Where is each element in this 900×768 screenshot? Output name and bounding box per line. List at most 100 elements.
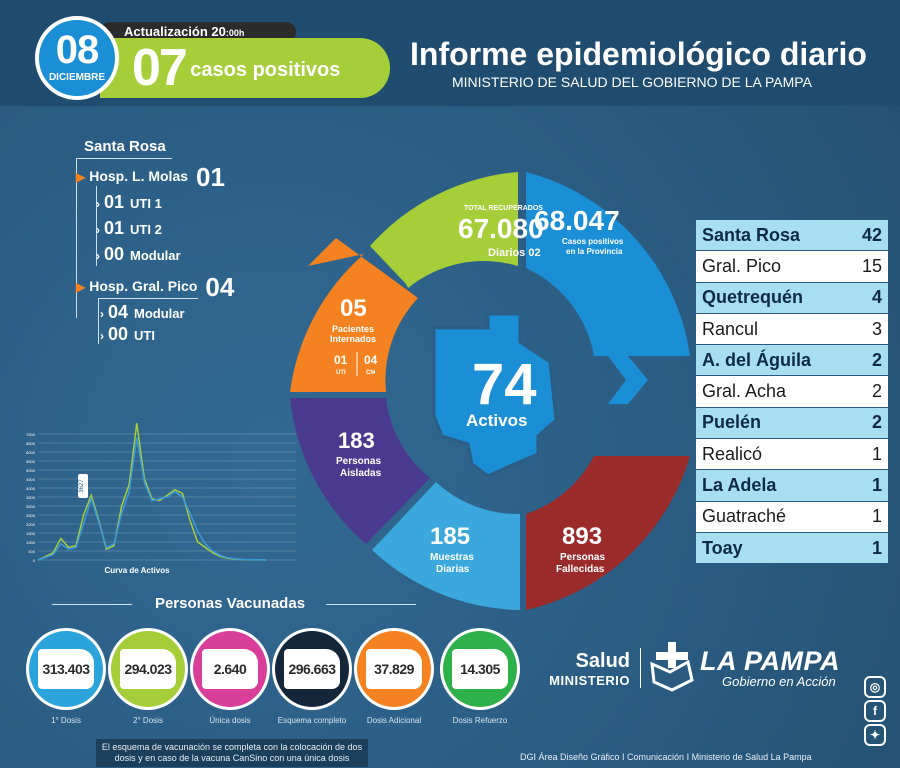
locality-count: 4 xyxy=(871,287,882,308)
date-day: 08 xyxy=(55,28,100,72)
chart-tick-label: 1500 xyxy=(26,531,36,536)
locality-name: La Adela xyxy=(702,475,777,496)
gobierno-tagline: Gobierno en Acción xyxy=(722,674,836,689)
svg-text:CM: CM xyxy=(366,370,375,376)
active-cases-chart: 7000650060005500500045004000350030002500… xyxy=(26,423,296,575)
page-subtitle: MINISTERIO DE SALUD DEL GOBIERNO DE LA P… xyxy=(452,74,812,90)
chart-tick-label: 500 xyxy=(28,549,35,554)
stats-ring: TOTAL RECUPERADOS 67.080 Diarios 02 68.0… xyxy=(290,172,690,610)
vaccine-value: 2.640 xyxy=(202,649,258,689)
vaccine-label: Esquema completo xyxy=(277,716,347,725)
chart-tick-label: 5500 xyxy=(26,459,36,464)
chart-tick-label: 4000 xyxy=(26,486,36,491)
locality-count: 2 xyxy=(871,412,882,433)
locality-count: 2 xyxy=(871,349,882,370)
hospital-pico-item: › 04 Modular xyxy=(100,302,185,322)
locality-name: Puelén xyxy=(702,412,762,433)
facebook-icon[interactable]: f xyxy=(864,700,886,722)
hospital-molas: ▶ Hosp. L. Molas 01 xyxy=(76,162,225,192)
deaths-value: 893 xyxy=(562,523,602,550)
locality-count: 42 xyxy=(861,224,882,245)
locality-name: A. del Águila xyxy=(702,349,812,370)
date-badge: 08 DICIEMBRE xyxy=(35,16,119,100)
locality-count: 15 xyxy=(861,255,882,276)
svg-text:Diarias: Diarias xyxy=(436,564,470,575)
locality-row: Gral. Pico 15 xyxy=(696,251,888,283)
samples-segment xyxy=(372,482,520,610)
svg-text:01: 01 xyxy=(334,353,348,367)
chart-tick-label: 3500 xyxy=(26,495,36,500)
svg-text:TOTAL RECUPERADOS: TOTAL RECUPERADOS xyxy=(464,205,543,212)
deaths-segment xyxy=(526,456,690,610)
triangle-icon: ▶ xyxy=(76,280,86,295)
daily-cases-label: casos positivos xyxy=(190,59,341,81)
chart-tick-label: 6000 xyxy=(26,450,36,455)
svg-text:en la Provincia: en la Provincia xyxy=(566,247,623,256)
locality-row: Gral. Acha 2 xyxy=(696,376,888,408)
hospital-molas-item: › 00 Modular xyxy=(96,244,181,264)
locality-name: Santa Rosa xyxy=(702,224,801,245)
hospitalized-value: 05 xyxy=(340,295,367,322)
recovered-value: 67.080 xyxy=(458,213,544,244)
vaccine-label: Dosis Adicional xyxy=(366,716,422,725)
hospital-pico: ▶ Hosp. Gral. Pico 04 xyxy=(76,272,235,302)
locality-name: Guatraché xyxy=(702,506,787,527)
svg-text:Fallecidas: Fallecidas xyxy=(556,564,605,575)
vaccine-value: 296.663 xyxy=(284,649,340,689)
vaccine-badge: 14.305 xyxy=(440,628,520,710)
chart-tick-label: 5000 xyxy=(26,468,36,473)
locality-table: Santa Rosa 42 Gral. Pico 15 Quetrequén 4 Rancu… xyxy=(696,220,888,565)
locality-count: 3 xyxy=(871,318,882,339)
vaccine-badge: 2.640 xyxy=(190,628,270,710)
locality-count: 1 xyxy=(871,506,882,527)
svg-text:Casos positivos: Casos positivos xyxy=(562,237,624,246)
locality-name: Gral. Acha xyxy=(702,381,787,402)
province-map xyxy=(432,312,558,478)
locality-count: 1 xyxy=(871,475,882,496)
vaccination-title: Personas Vacunadas xyxy=(154,595,306,612)
locality-name: Realicó xyxy=(702,443,763,464)
vaccination-note: El esquema de vacunación se completa con… xyxy=(96,739,368,767)
chart-tick-label: 4500 xyxy=(26,477,36,482)
chart-marker-label: 3627 xyxy=(79,479,85,493)
locality-row: Quetrequén 4 xyxy=(696,282,888,314)
hospital-molas-item: › 01 UTI 1 xyxy=(96,192,162,212)
locality-count: 2 xyxy=(871,381,882,402)
la-pampa-logo: LA PAMPA xyxy=(700,646,840,676)
vaccine-badge: 37.829 xyxy=(354,628,434,710)
chart-tick-label: 2500 xyxy=(26,513,36,518)
date-month: DICIEMBRE xyxy=(48,72,106,83)
vaccine-badge: 296.663 xyxy=(272,628,352,710)
chart-tick-label: 6500 xyxy=(26,441,36,446)
locality-name: Toay xyxy=(702,537,743,558)
chart-tick-label: 3000 xyxy=(26,504,36,509)
svg-text:Personas: Personas xyxy=(560,552,605,563)
active-value: 74 xyxy=(472,352,537,417)
hospital-molas-item: › 01 UTI 2 xyxy=(96,218,162,238)
chart-title: Curva de Activos xyxy=(104,566,170,575)
update-bar: Actualización 20:00h xyxy=(100,22,296,42)
isolated-value: 183 xyxy=(338,428,375,453)
la-pampa-emblem-icon xyxy=(650,642,694,692)
svg-text:Muestras: Muestras xyxy=(430,552,474,563)
daily-cases-number: 07 xyxy=(132,39,188,97)
vaccine-label: 2° Dosis xyxy=(133,716,163,725)
locality-name: Rancul xyxy=(702,318,759,339)
locality-row: Toay 1 xyxy=(696,532,888,565)
active-label: Activos xyxy=(466,411,527,430)
chart-series-line xyxy=(37,437,267,561)
locality-row: Puelén 2 xyxy=(696,407,888,440)
locality-row: Guatraché 1 xyxy=(696,501,888,533)
city-title: Santa Rosa xyxy=(84,138,166,155)
svg-text:Aisladas: Aisladas xyxy=(340,468,382,479)
instagram-icon[interactable]: ◎ xyxy=(864,676,886,698)
positives-segment xyxy=(526,172,690,356)
vaccine-value: 313.403 xyxy=(38,649,94,689)
twitter-icon[interactable]: ✦ xyxy=(864,724,886,746)
svg-text:UTI: UTI xyxy=(336,370,346,376)
positives-value: 68.047 xyxy=(534,205,620,236)
chart-tick-label: 1000 xyxy=(26,540,36,545)
locality-row: A. del Águila 2 xyxy=(696,345,888,377)
recovered-daily: Diarios 02 xyxy=(488,247,541,259)
